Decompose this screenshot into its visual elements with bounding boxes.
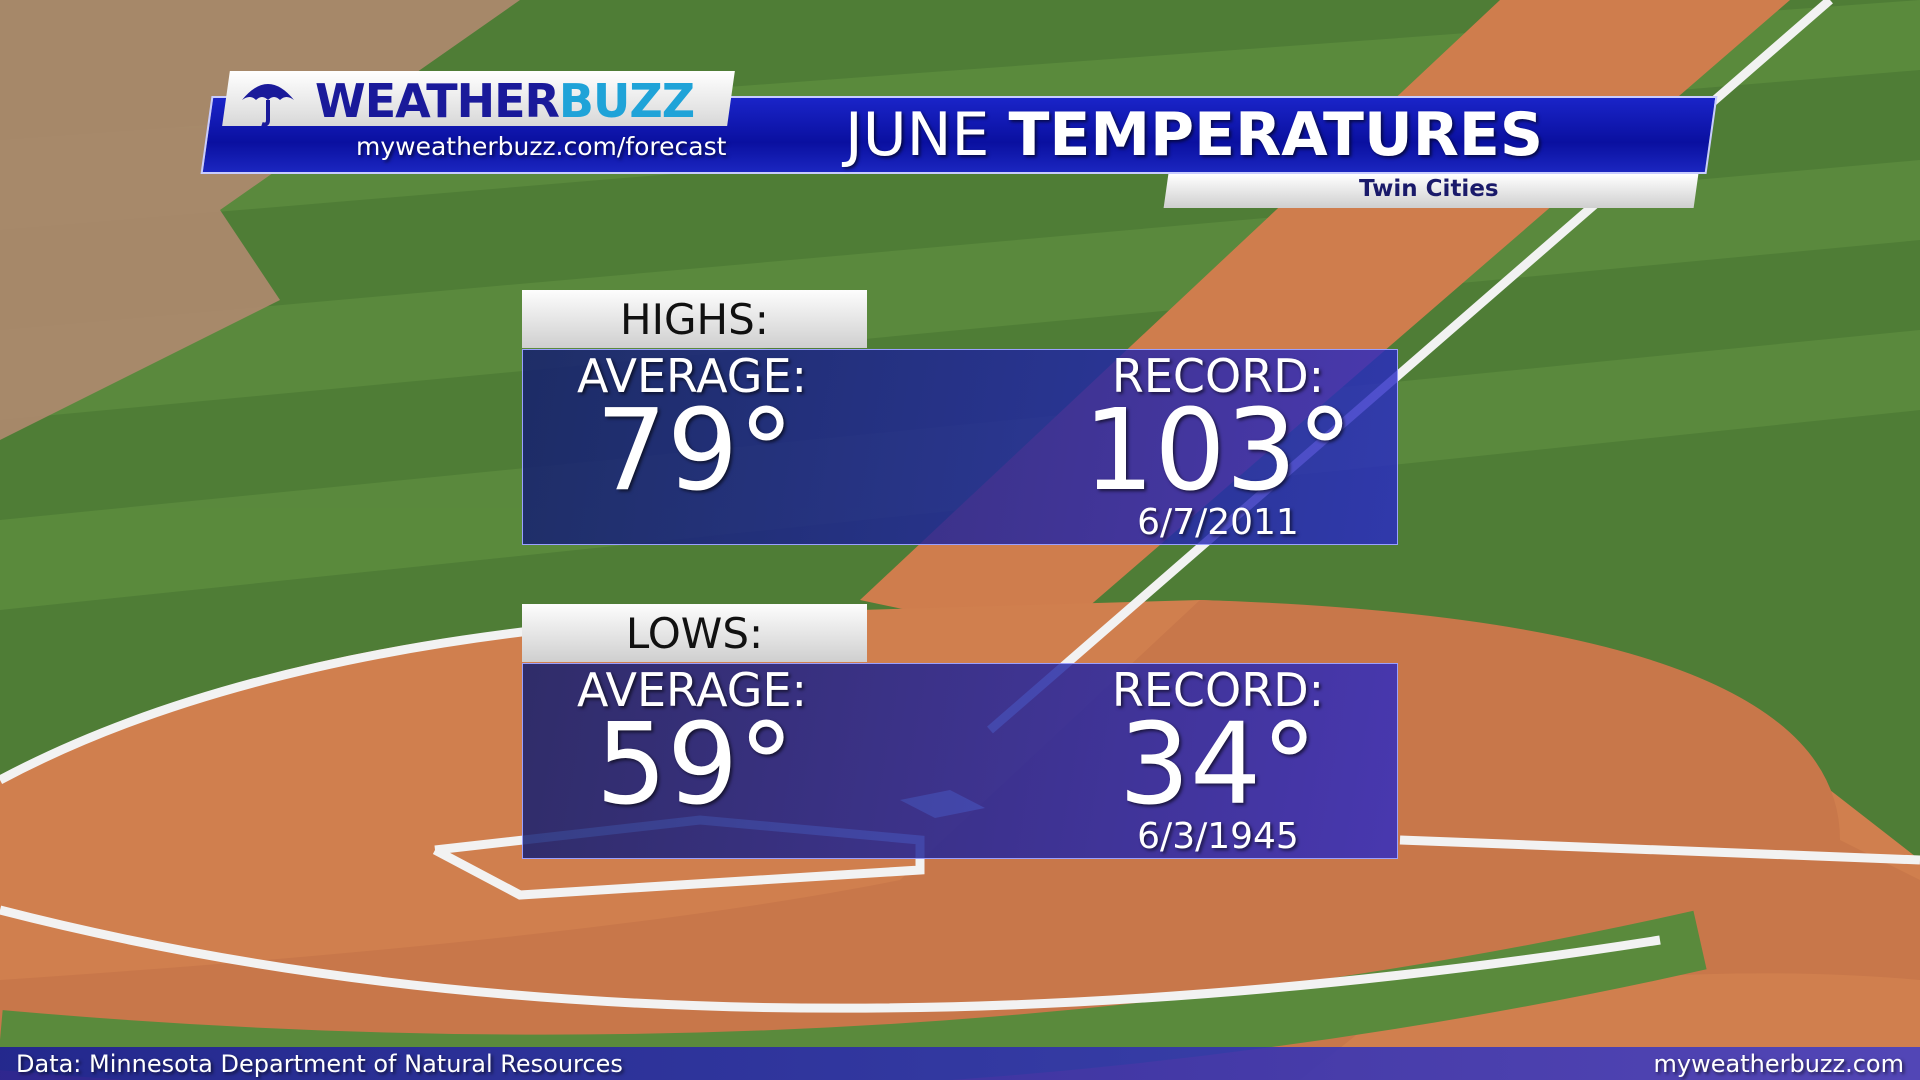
- panel: [522, 663, 1398, 859]
- header-title: JUNE TEMPERATURES: [845, 100, 1543, 170]
- title-b: TEMPERATURES: [1008, 100, 1544, 170]
- record-value: 103°: [1083, 386, 1353, 516]
- footer-site: myweatherbuzz.com: [1653, 1050, 1904, 1078]
- panel: [522, 349, 1398, 545]
- panel-label-box: LOWS:: [522, 604, 867, 662]
- average-label: AVERAGE:: [576, 663, 808, 717]
- average-value: 79°: [595, 386, 795, 516]
- header-url: myweatherbuzz.com/forecast: [356, 132, 727, 161]
- footer-bar: [0, 1047, 1920, 1080]
- brand-b: BUZZ: [558, 74, 695, 128]
- record-date: 6/7/2011: [1137, 502, 1299, 543]
- umbrella-icon: [242, 84, 294, 127]
- average-label: AVERAGE:: [576, 349, 808, 403]
- title-a: JUNE: [845, 100, 990, 170]
- panel-label-box: HIGHS:: [522, 290, 867, 348]
- record-label: RECORD:: [1111, 663, 1325, 717]
- brand-a: WEATHER: [315, 74, 560, 128]
- record-date: 6/3/1945: [1137, 816, 1299, 857]
- brand: WEATHERBUZZ: [315, 74, 695, 128]
- footer-source: Data: Minnesota Department of Natural Re…: [16, 1050, 623, 1078]
- record-value: 34°: [1118, 700, 1318, 830]
- average-value: 59°: [595, 700, 795, 830]
- subtitle: Twin Cities: [1359, 176, 1499, 202]
- record-label: RECORD:: [1111, 349, 1325, 403]
